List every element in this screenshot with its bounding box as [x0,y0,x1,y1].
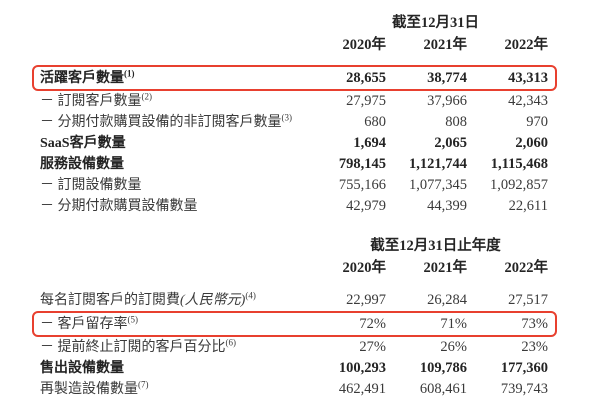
row-saas-customers: SaaS客戶數量 1,694 2,065 2,060 [40,133,548,154]
value-2020: 27% [359,339,386,355]
value-2021: 26,284 [427,292,467,308]
value-2021: 2,065 [434,135,467,151]
row-service-devices: 服務設備數量 798,145 1,121,744 1,115,468 [40,154,548,175]
period-header-row: 截至12月31日止年度 [40,237,548,256]
year-2020-header: 2020年 [342,260,387,276]
value-2020: 462,491 [338,381,386,397]
value-2020: 27,975 [346,93,386,109]
row-label: 售出設備數量 [40,361,124,376]
period-header: 截至12月31日 [392,15,479,31]
value-2022: 2,060 [515,135,548,151]
value-2021: 44,399 [427,198,467,214]
section2-rows: 每名訂閱客戶的訂閱費(人民幣元)(4) 22,997 26,284 27,517… [32,290,557,400]
section-as-of-dec31: 截至12月31日 2020年 2021年 2022年 活躍客戶數量(1) 28,… [32,14,557,217]
year-2022-header: 2022年 [504,37,549,53]
row-remanufactured-devices: 再製造設備數量(7) 462,491 608,461 739,743 [40,379,548,400]
year-2021-header: 2021年 [423,260,468,276]
value-2020: 1,694 [353,135,386,151]
row-label: － 分期付款購買設備數量 [40,199,198,214]
year-2022-header: 2022年 [504,260,549,276]
value-2021: 1,121,744 [409,156,467,172]
value-2021: 109,786 [419,360,467,376]
value-2020: 42,979 [346,198,386,214]
year-header-row: 2020年 2021年 2022年 [40,259,549,277]
value-2021: 71% [440,316,467,332]
row-devices-sold: 售出設備數量 100,293 109,786 177,360 [40,358,548,379]
period-header: 截至12月31日止年度 [370,238,501,254]
value-2021: 608,461 [419,381,467,397]
value-2020: 28,655 [346,70,386,86]
row-label: 活躍客戶數量(1) [40,68,135,86]
value-2022: 1,115,468 [490,156,548,172]
value-2022: 27,517 [508,292,548,308]
value-2022: 177,360 [500,360,548,376]
row-label: 每名訂閱客戶的訂閱費(人民幣元)(4) [40,290,256,308]
row-label: － 分期付款購買設備的非訂閱客戶數量(3) [40,112,292,130]
year-2020-header: 2020年 [342,37,387,53]
value-2020: 680 [364,114,386,130]
row-early-termination-percentage: － 提前終止訂閱的客戶百分比(6) 27% 26% 23% [40,337,548,358]
row-active-customers: 活躍客戶數量(1) 28,655 38,774 43,313 [32,65,557,91]
row-subscription-fee-per-customer: 每名訂閱客戶的訂閱費(人民幣元)(4) 22,997 26,284 27,517 [40,290,548,311]
value-2020: 798,145 [338,156,386,172]
row-label: － 訂閱設備數量 [40,178,142,193]
section-year-ended-dec31: 截至12月31日止年度 2020年 2021年 2022年 每名訂閱客戶的訂閱費… [32,237,557,400]
row-subscription-customers: － 訂閱客戶數量(2) 27,975 37,966 42,343 [40,91,548,112]
row-label: － 訂閱客戶數量(2) [40,91,152,109]
value-2022: 42,343 [508,93,548,109]
row-label: 服務設備數量 [40,157,124,172]
value-2021: 1,077,345 [409,177,467,193]
period-header-row: 截至12月31日 [40,14,548,33]
row-label: － 客戶留存率(5) [40,314,138,332]
value-2022: 1,092,857 [490,177,548,193]
value-2021: 26% [440,339,467,355]
value-2022: 73% [521,316,548,332]
value-2022: 43,313 [508,70,548,86]
value-2021: 38,774 [427,70,467,86]
value-2022: 22,611 [508,198,548,214]
section1-rows: 活躍客戶數量(1) 28,655 38,774 43,313 － 訂閱客戶數量(… [32,65,557,217]
row-subscription-devices: － 訂閱設備數量 755,166 1,077,345 1,092,857 [40,175,548,196]
row-label: SaaS客戶數量 [40,136,126,151]
row-label: － 提前終止訂閱的客戶百分比(6) [40,337,236,355]
value-2021: 808 [445,114,467,130]
value-2021: 37,966 [427,93,467,109]
year-2021-header: 2021年 [423,37,468,53]
row-customer-retention-rate: － 客戶留存率(5) 72% 71% 73% [32,311,557,337]
row-label: 再製造設備數量(7) [40,379,149,397]
value-2022: 739,743 [500,381,548,397]
value-2020: 72% [359,316,386,332]
value-2022: 23% [521,339,548,355]
value-2020: 22,997 [346,292,386,308]
value-2022: 970 [526,114,548,130]
year-header-row: 2020年 2021年 2022年 [40,36,549,54]
row-installment-purchase-devices: － 分期付款購買設備數量 42,979 44,399 22,611 [40,196,548,217]
value-2020: 755,166 [338,177,386,193]
row-non-subscription-customers: － 分期付款購買設備的非訂閱客戶數量(3) 680 808 970 [40,112,548,133]
value-2020: 100,293 [338,360,386,376]
